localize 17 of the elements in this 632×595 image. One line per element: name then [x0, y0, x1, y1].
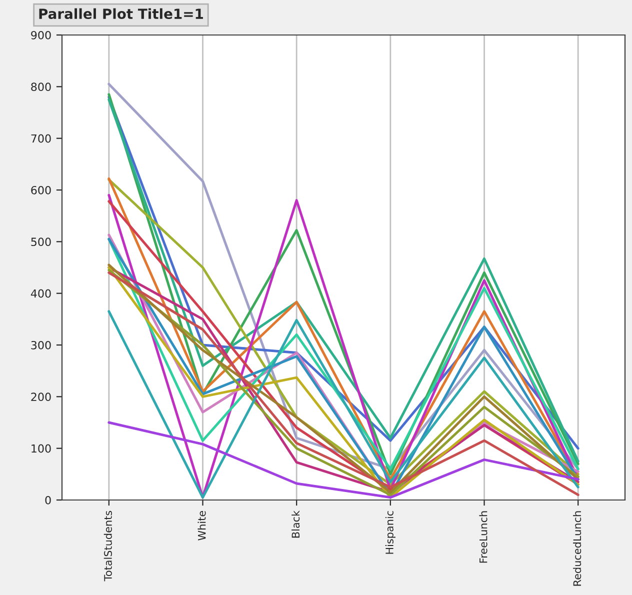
y-tick-label: 500: [31, 238, 51, 246]
y-tick-label: 800: [31, 82, 51, 92]
x-tick-label: ReducedLunch: [573, 511, 582, 586]
y-tick-label: 200: [31, 392, 51, 402]
x-tick-label: FreeLunch: [479, 511, 488, 563]
x-tick-label: White: [198, 510, 206, 540]
y-tick-label: 900: [31, 30, 51, 40]
y-tick-label: 100: [32, 444, 51, 453]
chart-title: Parallel Plot Title1=1: [39, 8, 203, 20]
y-tick-label: 400: [30, 289, 51, 298]
y-tick-label: 700: [31, 134, 51, 143]
x-tick-label: Black: [292, 510, 300, 538]
y-tick-label: 0: [45, 496, 51, 504]
y-tick-label: 600: [31, 186, 51, 194]
x-tick-label: TotalStudents: [104, 510, 112, 582]
y-tick-label: 300: [31, 340, 51, 350]
x-tick-label: Hispanic: [385, 511, 396, 554]
